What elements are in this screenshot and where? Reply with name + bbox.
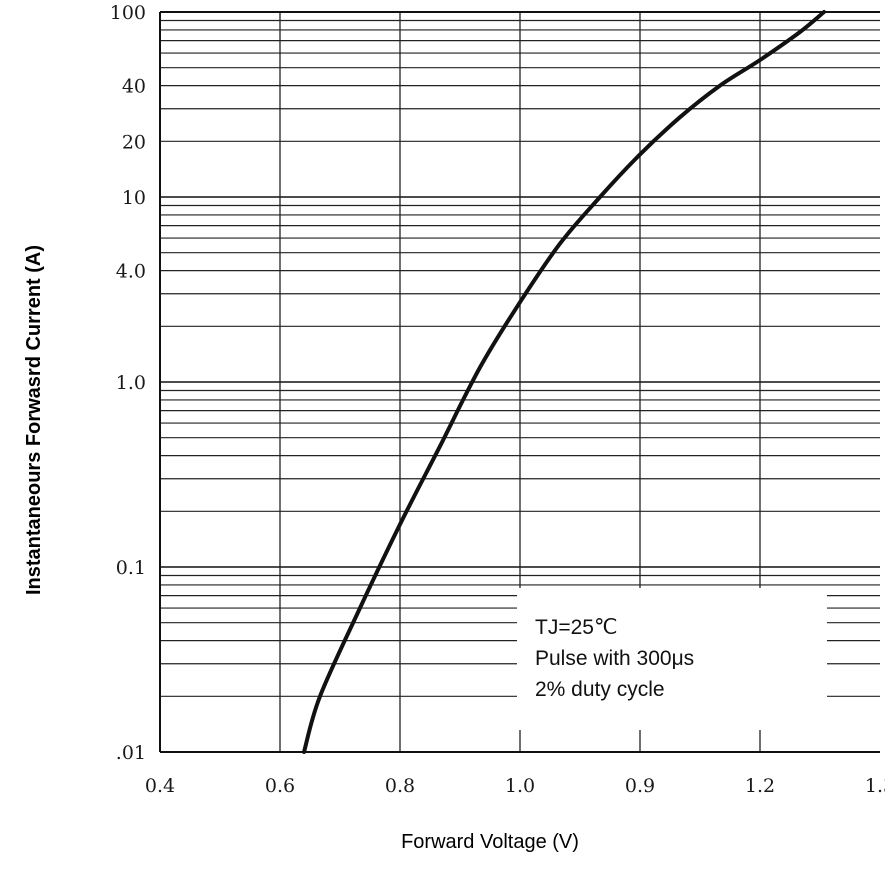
series-curve-group [302,10,826,754]
annotation-line-3: 2% duty cycle [535,678,665,701]
y-tick-label: 1.0 [116,372,146,394]
annotation-line-2: Pulse with 300μs [535,647,694,670]
forward-current-curve [302,10,826,754]
x-tick-label: 0.9 [625,775,655,797]
y-tick-label: 4.0 [116,261,146,283]
x-tick-label: 0.6 [265,775,295,797]
y-axis-title: Instantaneours Forwasrd Current (A) [23,245,45,595]
annotation-box: TJ=25℃ Pulse with 300μs 2% duty cycle [517,588,827,730]
y-tick-label: 40 [122,76,146,98]
plot-frame [159,11,880,753]
y-tick-label: 100 [110,2,146,24]
x-tick-label: 0.4 [145,775,175,797]
y-tick-label: 0.1 [116,557,146,579]
y-tick-label: 20 [122,131,146,153]
y-tick-labels: 100 40 20 10 4.0 1.0 0.1 .01 [110,2,146,764]
x-tick-label: 1.0 [505,775,535,797]
x-tick-label: 0.8 [385,775,415,797]
annotation-line-1: TJ=25℃ [535,616,618,639]
x-tick-label: 1.2 [745,775,775,797]
x-tick-labels: 0.4 0.6 0.8 1.0 0.9 1.2 1.3 [145,775,885,797]
y-tick-label: 10 [122,187,146,209]
x-axis-title: Forward Voltage (V) [401,831,579,853]
x-tick-label: 1.3 [865,775,885,797]
y-tick-label: .01 [116,742,146,764]
annotation-background [517,588,827,730]
